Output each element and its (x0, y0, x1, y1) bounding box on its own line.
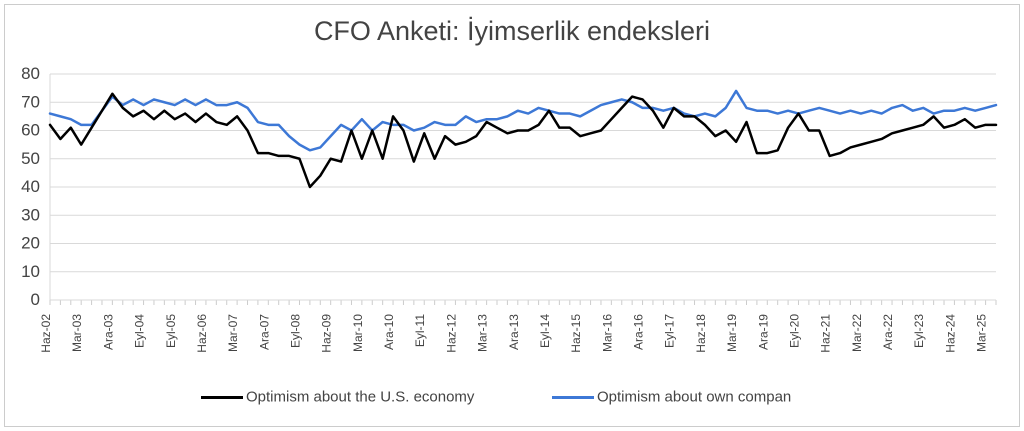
svg-text:60: 60 (21, 121, 40, 140)
svg-text:Haz-02: Haz-02 (39, 314, 53, 353)
svg-text:Mar-16: Mar-16 (600, 314, 614, 352)
svg-text:Haz-21: Haz-21 (819, 314, 833, 353)
svg-text:Haz-09: Haz-09 (320, 314, 334, 353)
svg-text:Haz-15: Haz-15 (569, 314, 583, 353)
svg-text:40: 40 (21, 177, 40, 196)
svg-text:50: 50 (21, 149, 40, 168)
svg-text:Eyl-23: Eyl-23 (912, 314, 926, 348)
svg-text:Eyl-20: Eyl-20 (787, 314, 801, 348)
svg-text:Ara-16: Ara-16 (632, 314, 646, 350)
svg-text:Eyl-11: Eyl-11 (413, 314, 427, 347)
svg-text:Ara-22: Ara-22 (881, 314, 895, 350)
svg-text:Haz-12: Haz-12 (444, 314, 458, 353)
svg-text:Eyl-08: Eyl-08 (288, 314, 302, 348)
svg-text:Mar-10: Mar-10 (351, 314, 365, 352)
svg-text:Mar-25: Mar-25 (975, 314, 989, 352)
svg-text:Eyl-05: Eyl-05 (164, 314, 178, 348)
svg-text:Eyl-14: Eyl-14 (538, 314, 552, 348)
svg-text:Mar-07: Mar-07 (226, 314, 240, 352)
svg-text:Haz-18: Haz-18 (694, 314, 708, 353)
svg-text:0: 0 (31, 290, 40, 309)
svg-text:Mar-22: Mar-22 (850, 314, 864, 352)
svg-text:80: 80 (21, 64, 40, 83)
svg-text:10: 10 (21, 262, 40, 281)
svg-text:Mar-19: Mar-19 (725, 314, 739, 352)
svg-text:Ara-19: Ara-19 (756, 314, 770, 350)
svg-text:30: 30 (21, 205, 40, 224)
svg-text:Ara-07: Ara-07 (257, 314, 271, 350)
svg-text:Eyl-04: Eyl-04 (133, 314, 147, 348)
svg-text:20: 20 (21, 234, 40, 253)
svg-text:70: 70 (21, 92, 40, 111)
svg-text:Ara-03: Ara-03 (101, 314, 115, 350)
svg-text:Mar-13: Mar-13 (476, 314, 490, 352)
svg-text:Ara-10: Ara-10 (382, 314, 396, 350)
svg-text:Haz-06: Haz-06 (195, 314, 209, 353)
svg-text:Mar-03: Mar-03 (70, 314, 84, 352)
svg-text:Ara-13: Ara-13 (507, 314, 521, 350)
svg-text:Haz-24: Haz-24 (943, 314, 957, 353)
svg-text:Eyl-17: Eyl-17 (663, 314, 677, 348)
